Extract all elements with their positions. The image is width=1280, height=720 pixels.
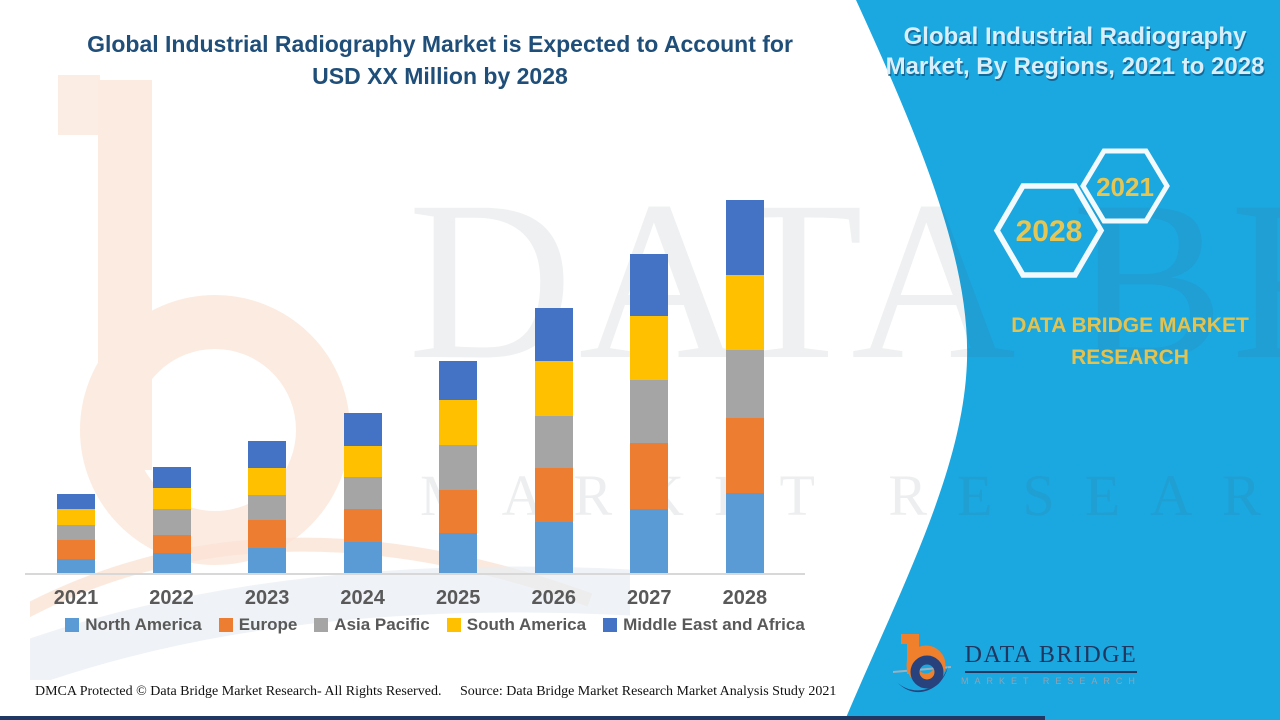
bar-segment-2028-south-america	[725, 275, 764, 350]
bar-segment-2027-south-america	[630, 316, 669, 380]
hexagon-badges: 2021 2028	[993, 148, 1170, 278]
bar-segment-2023-europe	[248, 520, 287, 548]
x-axis-label-2026: 2026	[531, 587, 577, 609]
bar-segment-2022-middle-east-and-africa	[152, 467, 191, 488]
legend-swatch-europe	[218, 618, 233, 632]
bottom-accent-bar	[0, 716, 1045, 720]
x-axis-label-2023: 2023	[244, 587, 290, 609]
bar-segment-2024-middle-east-and-africa	[343, 413, 382, 446]
bar-segment-2023-south-america	[248, 468, 287, 495]
bar-segment-2021-middle-east-and-africa	[57, 494, 95, 509]
data-bridge-logo: DATA BRIDGE MARKET RESEARCH	[893, 632, 1141, 696]
x-axis-label-2028: 2028	[722, 587, 768, 609]
legend-item-middle-east-and-africa: Middle East and Africa	[603, 615, 805, 635]
bar-segment-2025-middle-east-and-africa	[439, 361, 478, 400]
dmca-notice: DMCA Protected © Data Bridge Market Rese…	[35, 684, 442, 699]
data-bridge-logo-icon	[893, 634, 951, 693]
bar-segment-2021-europe	[57, 540, 95, 559]
bar-segment-2024-europe	[343, 509, 382, 542]
bar-segment-2022-asia-pacific	[152, 509, 191, 535]
bar-segment-2024-south-america	[343, 446, 382, 477]
bar-segment-2028-middle-east-and-africa	[725, 200, 764, 275]
legend-item-south-america: South America	[446, 615, 587, 635]
bar-segment-2025-asia-pacific	[439, 445, 478, 490]
bar-segment-2026-middle-east-and-africa	[534, 308, 573, 361]
x-axis-label-2027: 2027	[627, 587, 672, 609]
bar-segment-2022-south-america	[152, 488, 191, 509]
bar-segment-2027-europe	[630, 443, 669, 509]
bar-segment-2028-europe	[725, 418, 764, 493]
legend-label-middle-east-and-africa: Middle East and Africa	[623, 615, 805, 634]
side-panel-heading: Global Industrial Radiography Market, By…	[885, 23, 1265, 80]
bar-segment-2021-north-america	[57, 559, 95, 575]
x-axis-label-2025: 2025	[435, 587, 481, 609]
bar-segment-2022-europe	[152, 535, 191, 553]
bar-segment-2028-asia-pacific	[725, 350, 764, 418]
bar-segment-2023-middle-east-and-africa	[248, 441, 287, 468]
bar-segment-2025-europe	[439, 490, 478, 533]
legend-label-north-america: North America	[85, 615, 202, 634]
bar-segment-2025-south-america	[439, 400, 478, 445]
bar-segment-2027-asia-pacific	[630, 380, 669, 443]
bar-segment-2021-south-america	[57, 509, 95, 525]
legend-swatch-middle-east-and-africa	[603, 618, 618, 632]
hexagon-2021: 2021	[1080, 148, 1170, 224]
bar-segment-2026-north-america	[534, 522, 573, 575]
hexagon-2028: 2028	[993, 183, 1105, 278]
legend-swatch-asia-pacific	[314, 618, 329, 632]
bar-segment-2027-north-america	[630, 509, 669, 575]
legend-swatch-south-america	[446, 618, 461, 632]
page-title: Global Industrial Radiography Market is …	[87, 31, 793, 89]
background-logo-watermark	[30, 75, 630, 680]
bar-segment-2023-asia-pacific	[248, 495, 287, 520]
x-axis-label-2021: 2021	[53, 587, 99, 609]
logo-title: DATA BRIDGE	[964, 642, 1138, 673]
bar-segment-2022-north-america	[152, 553, 191, 575]
bar-segment-2026-asia-pacific	[534, 416, 573, 468]
hexagon-2021-label: 2021	[1096, 172, 1154, 202]
bar-segment-2026-south-america	[534, 361, 573, 416]
bar-segment-2024-north-america	[343, 542, 382, 575]
legend-swatch-north-america	[65, 618, 80, 632]
x-axis-label-2024: 2024	[340, 587, 385, 609]
legend-label-asia-pacific: Asia Pacific	[334, 615, 430, 634]
bar-segment-2027-middle-east-and-africa	[630, 254, 669, 316]
x-axis-label-2022: 2022	[149, 587, 194, 609]
legend-item-europe: Europe	[218, 615, 298, 635]
legend-label-south-america: South America	[466, 615, 587, 634]
bar-segment-2028-north-america	[725, 493, 764, 575]
legend-label-europe: Europe	[238, 615, 298, 634]
source-citation: Source: Data Bridge Market Research Mark…	[460, 684, 837, 699]
bar-segment-2026-europe	[534, 468, 573, 522]
legend-item-asia-pacific: Asia Pacific	[314, 615, 430, 635]
bar-segment-2024-asia-pacific	[343, 477, 382, 509]
chart-legend: North America Europe Asia Pacific South Ame…	[30, 615, 840, 635]
brand-wordmark: DATA BRIDGE MARKET RESEARCH	[1011, 314, 1249, 369]
logo-subtitle: MARKET RESEARCH	[961, 676, 1141, 686]
bar-segment-2021-asia-pacific	[57, 525, 95, 540]
bar-segment-2025-north-america	[439, 533, 478, 575]
hexagon-2028-label: 2028	[1016, 215, 1083, 248]
legend-item-north-america: North America	[65, 615, 202, 635]
x-axis-line	[25, 573, 805, 575]
bar-segment-2023-north-america	[248, 548, 287, 575]
